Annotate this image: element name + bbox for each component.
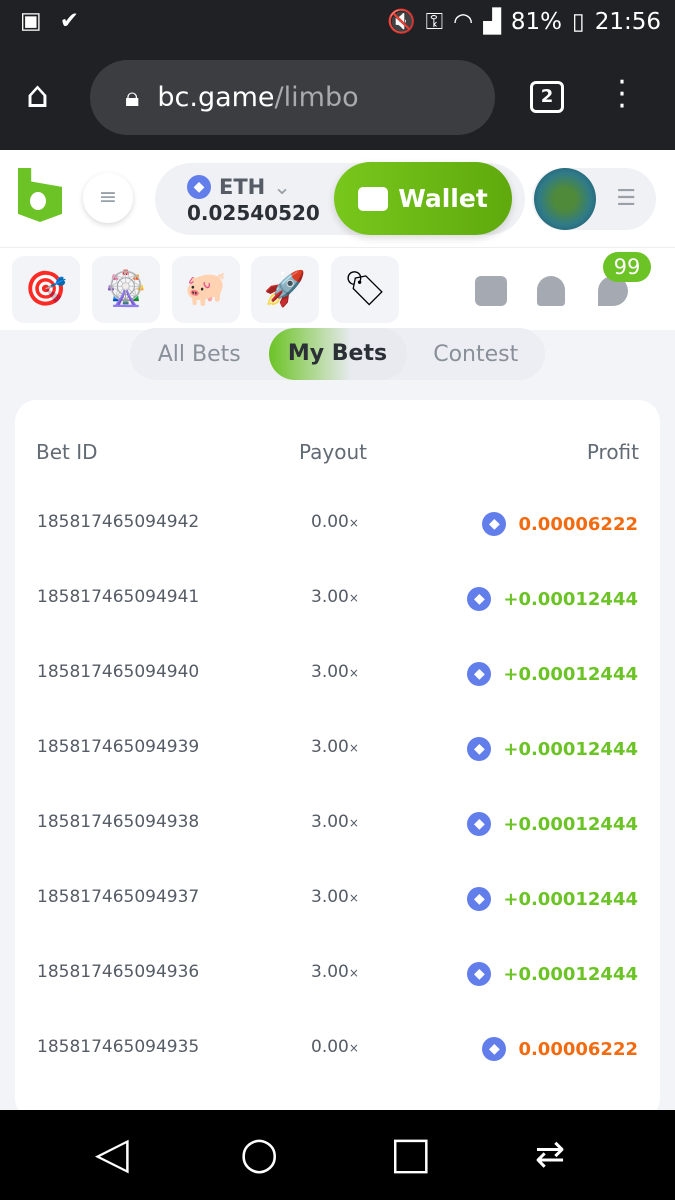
eth-icon: ◆ (467, 812, 492, 836)
eth-icon: ◆ (187, 175, 211, 199)
signal-icon: ▟ (483, 8, 501, 35)
menu-button[interactable]: ≡ (83, 173, 133, 223)
table-row[interactable]: 185817465094936 3.00× ◆ +0.00012444 (15, 962, 660, 992)
list-icon: ☰ (616, 186, 636, 211)
bet-id[interactable]: 185817465094939 (37, 737, 200, 757)
gallery-icon: ▣ (20, 8, 42, 34)
address-bar[interactable]: 🔒︎ bc.game/limbo (90, 60, 495, 135)
wheel-icon[interactable]: 🎡 (92, 256, 160, 323)
user-menu[interactable]: ☰ (532, 168, 656, 230)
payout: 3.00× (311, 887, 359, 907)
recents-icon[interactable]: □ (390, 1128, 432, 1179)
bet-id[interactable]: 185817465094941 (37, 587, 200, 607)
profit: ◆ 0.00006222 (482, 512, 638, 536)
mute-icon: 🔇 (386, 9, 416, 35)
bet-id[interactable]: 185817465094940 (37, 662, 200, 682)
bet-id[interactable]: 185817465094936 (37, 962, 200, 982)
wallet-label: Wallet (398, 184, 488, 213)
more-menu-icon[interactable]: · · · (617, 65, 627, 124)
android-nav-bar: ◁ ○ □ ⇄ (0, 1110, 675, 1200)
battery-icon: ▯ (572, 8, 585, 35)
profit: ◆ 0.00006222 (482, 1037, 638, 1061)
chevron-down-icon: ⌄ (273, 175, 291, 199)
payout: 3.00× (311, 737, 359, 757)
wallet-icon (358, 186, 389, 211)
browser-toolbar: ⌂ 🔒︎ bc.game/limbo 2 · · · (0, 45, 675, 150)
profit: ◆ +0.00012444 (467, 662, 638, 686)
url-path: /limbo (274, 82, 359, 113)
url-domain: bc.game (157, 82, 275, 113)
home-circle-icon[interactable]: ○ (240, 1128, 279, 1179)
tab-switcher-button[interactable]: 2 (530, 81, 564, 113)
eth-icon: ◆ (467, 587, 492, 611)
bet-id[interactable]: 185817465094942 (37, 512, 200, 532)
table-row[interactable]: 185817465094937 3.00× ◆ +0.00012444 (15, 887, 660, 917)
back-icon[interactable]: ◁ (95, 1128, 129, 1179)
bell-icon[interactable] (537, 276, 565, 306)
payout: 3.00× (311, 662, 359, 682)
currency-label: ETH (219, 175, 266, 199)
battery-level: 81% (510, 8, 563, 35)
header-profit: Profit (586, 440, 639, 464)
eth-icon: ◆ (467, 737, 492, 761)
table-row[interactable]: 185817465094942 0.00× ◆ 0.00006222 (15, 512, 660, 542)
profit: ◆ +0.00012444 (467, 587, 638, 611)
check-icon: ✔ (59, 8, 80, 34)
status-bar: ▣ ✔ 🔇 ⚿ ◠ ▟ 81% ▯ 21:56 (0, 0, 675, 45)
key-icon: ⚿ (425, 8, 444, 35)
price-tag-icon[interactable]: 🏷 (331, 256, 399, 323)
profit: ◆ +0.00012444 (467, 812, 638, 836)
bet-id[interactable]: 185817465094938 (37, 812, 200, 832)
table-row[interactable]: 185817465094938 3.00× ◆ +0.00012444 (15, 812, 660, 842)
spin-target-icon[interactable]: 🎯 (12, 256, 80, 323)
payout: 3.00× (311, 587, 359, 607)
wifi-icon: ◠ (453, 8, 474, 35)
payout: 0.00× (311, 1037, 359, 1057)
header-payout: Payout (299, 440, 368, 464)
avatar[interactable] (534, 168, 596, 230)
eth-icon: ◆ (482, 1037, 507, 1061)
clock: 21:56 (594, 8, 661, 35)
lock-icon: 🔒︎ (125, 81, 140, 113)
mail-icon[interactable] (475, 276, 507, 306)
table-row[interactable]: 185817465094941 3.00× ◆ +0.00012444 (15, 587, 660, 617)
eth-icon: ◆ (467, 887, 492, 911)
profit: ◆ +0.00012444 (467, 962, 638, 986)
bets-table: Bet ID Payout Profit 185817465094942 0.0… (15, 400, 660, 1120)
bc-game-logo[interactable] (18, 168, 62, 222)
tab-all-bets[interactable]: All Bets (157, 341, 241, 367)
payout: 3.00× (311, 962, 359, 982)
bets-tabs: All Bets My Bets Contest (130, 328, 545, 380)
bet-id[interactable]: 185817465094937 (37, 887, 200, 907)
eth-icon: ◆ (482, 512, 507, 536)
chat-badge: 99 (603, 252, 651, 282)
profit: ◆ +0.00012444 (467, 887, 638, 911)
table-row[interactable]: 185817465094935 0.00× ◆ 0.00006222 (15, 1037, 660, 1067)
home-icon[interactable]: ⌂ (26, 75, 49, 116)
wallet-button[interactable]: Wallet (334, 162, 512, 235)
tab-my-bets[interactable]: My Bets (268, 328, 407, 380)
eth-icon: ◆ (467, 662, 492, 686)
quick-links-bar: 🎯 🎡 🐖 🚀 🏷 (0, 248, 675, 330)
eth-icon: ◆ (467, 962, 492, 986)
header-bet-id: Bet ID (36, 440, 98, 464)
balance-amount: 0.02540520 (187, 201, 320, 225)
payout: 3.00× (311, 812, 359, 832)
profit: ◆ +0.00012444 (467, 737, 638, 761)
piggy-bank-icon[interactable]: 🐖 (172, 256, 240, 323)
table-row[interactable]: 185817465094940 3.00× ◆ +0.00012444 (15, 662, 660, 692)
table-row[interactable]: 185817465094939 3.00× ◆ +0.00012444 (15, 737, 660, 767)
bet-id[interactable]: 185817465094935 (37, 1037, 200, 1057)
payout: 0.00× (311, 512, 359, 532)
tab-contest[interactable]: Contest (433, 341, 519, 367)
rocket-icon[interactable]: 🚀 (251, 256, 319, 323)
rotate-screen-icon[interactable]: ⇄ (535, 1134, 566, 1175)
